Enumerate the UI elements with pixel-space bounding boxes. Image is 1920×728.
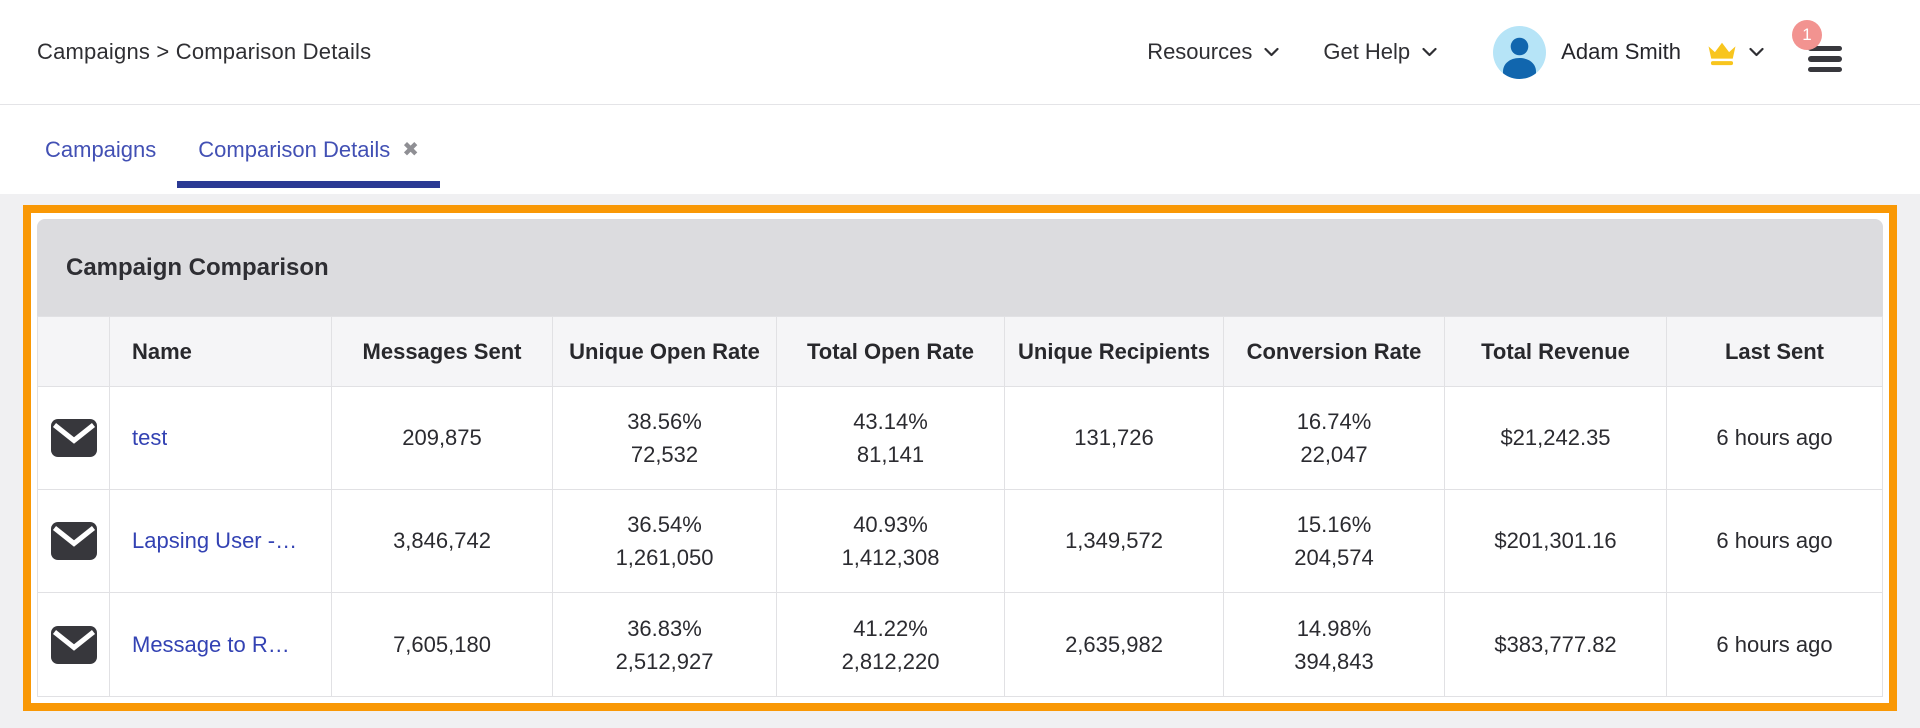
- column-header-conversion-rate: Conversion Rate: [1224, 317, 1445, 386]
- table-header-row: Name Messages Sent Unique Open Rate Tota…: [38, 317, 1882, 387]
- comparison-table: Name Messages Sent Unique Open Rate Tota…: [37, 316, 1883, 697]
- conversion-rate-cell: 16.74% 22,047: [1224, 387, 1445, 489]
- panel-title: Campaign Comparison: [37, 219, 1883, 316]
- breadcrumb: Campaigns > Comparison Details: [37, 39, 372, 64]
- unique-recipients-cell: 131,726: [1005, 387, 1224, 489]
- last-sent-cell: 6 hours ago: [1716, 528, 1833, 553]
- conversion-rate-cell: 14.98% 394,843: [1224, 593, 1445, 696]
- column-header-icon: [38, 317, 110, 386]
- last-sent-cell: 6 hours ago: [1716, 425, 1833, 450]
- total-open-rate-cell: 43.14% 81,141: [777, 387, 1005, 489]
- email-envelope-icon: [50, 522, 97, 560]
- column-header-last-sent: Last Sent: [1724, 338, 1825, 364]
- hamburger-menu-icon: [1808, 32, 1842, 73]
- email-envelope-icon: [50, 419, 97, 457]
- chevron-down-icon: [1264, 47, 1279, 57]
- top-header: Campaigns > Comparison Details Resources…: [0, 0, 1920, 105]
- total-open-rate-cell: 40.93% 1,412,308: [777, 490, 1005, 592]
- tab-comparison-details[interactable]: Comparison Details ✖: [177, 105, 440, 194]
- messages-sent-cell: 3,846,742: [332, 490, 553, 592]
- total-revenue-cell: $383,777.82: [1445, 593, 1667, 696]
- table-row: test 209,875 38.56% 72,532 43.14% 81,141…: [38, 387, 1882, 490]
- top-nav: Resources Get Help Adam Smith: [1103, 19, 1842, 79]
- campaign-name-cell: Lapsing User -…: [110, 490, 332, 592]
- last-sent-cell: 6 hours ago: [1716, 631, 1833, 657]
- tab-bar: Campaigns Comparison Details ✖: [0, 105, 1920, 194]
- column-header-total-open-rate: Total Open Rate: [777, 317, 1005, 386]
- column-header-messages-sent: Messages Sent: [332, 317, 553, 386]
- unique-open-rate-cell: 36.54% 1,261,050: [553, 490, 777, 592]
- campaign-name-cell: test: [110, 387, 332, 489]
- messages-sent-cell: 209,875: [332, 387, 553, 489]
- email-envelope-icon: [50, 625, 97, 664]
- campaign-link[interactable]: Lapsing User -…: [132, 528, 298, 553]
- user-name: Adam Smith: [1561, 39, 1681, 64]
- unique-open-rate-cell: 38.56% 72,532: [553, 387, 777, 489]
- channel-cell: [38, 387, 110, 489]
- channel-cell: [38, 490, 110, 592]
- column-header-unique-recipients: Unique Recipients: [1005, 317, 1224, 386]
- crown-icon: [1708, 42, 1736, 65]
- resources-label: Resources: [1147, 39, 1253, 64]
- campaign-comparison-card: Campaign Comparison Name Messages Sent U…: [23, 205, 1897, 711]
- unique-recipients-cell: 1,349,572: [1005, 490, 1224, 592]
- conversion-rate-cell: 15.16% 204,574: [1224, 490, 1445, 592]
- total-revenue-cell: $201,301.16: [1445, 490, 1667, 592]
- app-root: Campaigns > Comparison Details Resources…: [0, 0, 1920, 711]
- app-switcher-menu[interactable]: 1: [1792, 19, 1842, 73]
- total-open-rate-cell: 41.22% 2,812,220: [777, 593, 1005, 696]
- notification-badge: 1: [1792, 19, 1822, 50]
- unique-open-rate-cell: 36.83% 2,512,927: [553, 593, 777, 696]
- account-menu[interactable]: Adam Smith: [1493, 25, 1764, 79]
- table-row: Message to R… 7,605,180 36.83% 2,512,927…: [38, 593, 1882, 696]
- avatar: [1493, 25, 1547, 79]
- get-help-label: Get Help: [1323, 39, 1411, 64]
- chevron-down-icon: [1749, 47, 1764, 57]
- messages-sent-cell: 7,605,180: [332, 593, 553, 696]
- unique-recipients-cell: 2,635,982: [1005, 593, 1224, 696]
- column-header-name: Name: [110, 317, 332, 386]
- channel-cell: [38, 593, 110, 696]
- tab-campaigns[interactable]: Campaigns: [24, 105, 177, 194]
- campaign-link[interactable]: test: [132, 425, 168, 450]
- campaign-link[interactable]: Message to R…: [132, 631, 290, 657]
- campaign-name-cell: Message to R…: [110, 593, 332, 696]
- total-revenue-cell: $21,242.35: [1445, 387, 1667, 489]
- close-tab-icon[interactable]: ✖: [402, 138, 420, 161]
- column-header-unique-open-rate: Unique Open Rate: [553, 317, 777, 386]
- column-header-total-revenue: Total Revenue: [1445, 317, 1667, 386]
- main-content: Campaign Comparison Name Messages Sent U…: [0, 194, 1920, 711]
- chevron-down-icon: [1422, 47, 1437, 57]
- table-row: Lapsing User -… 3,846,742 36.54% 1,261,0…: [38, 490, 1882, 593]
- get-help-menu[interactable]: Get Help: [1323, 39, 1437, 65]
- resources-menu[interactable]: Resources: [1147, 39, 1279, 65]
- tab-label: Campaigns: [45, 136, 157, 162]
- tab-label: Comparison Details: [198, 136, 391, 162]
